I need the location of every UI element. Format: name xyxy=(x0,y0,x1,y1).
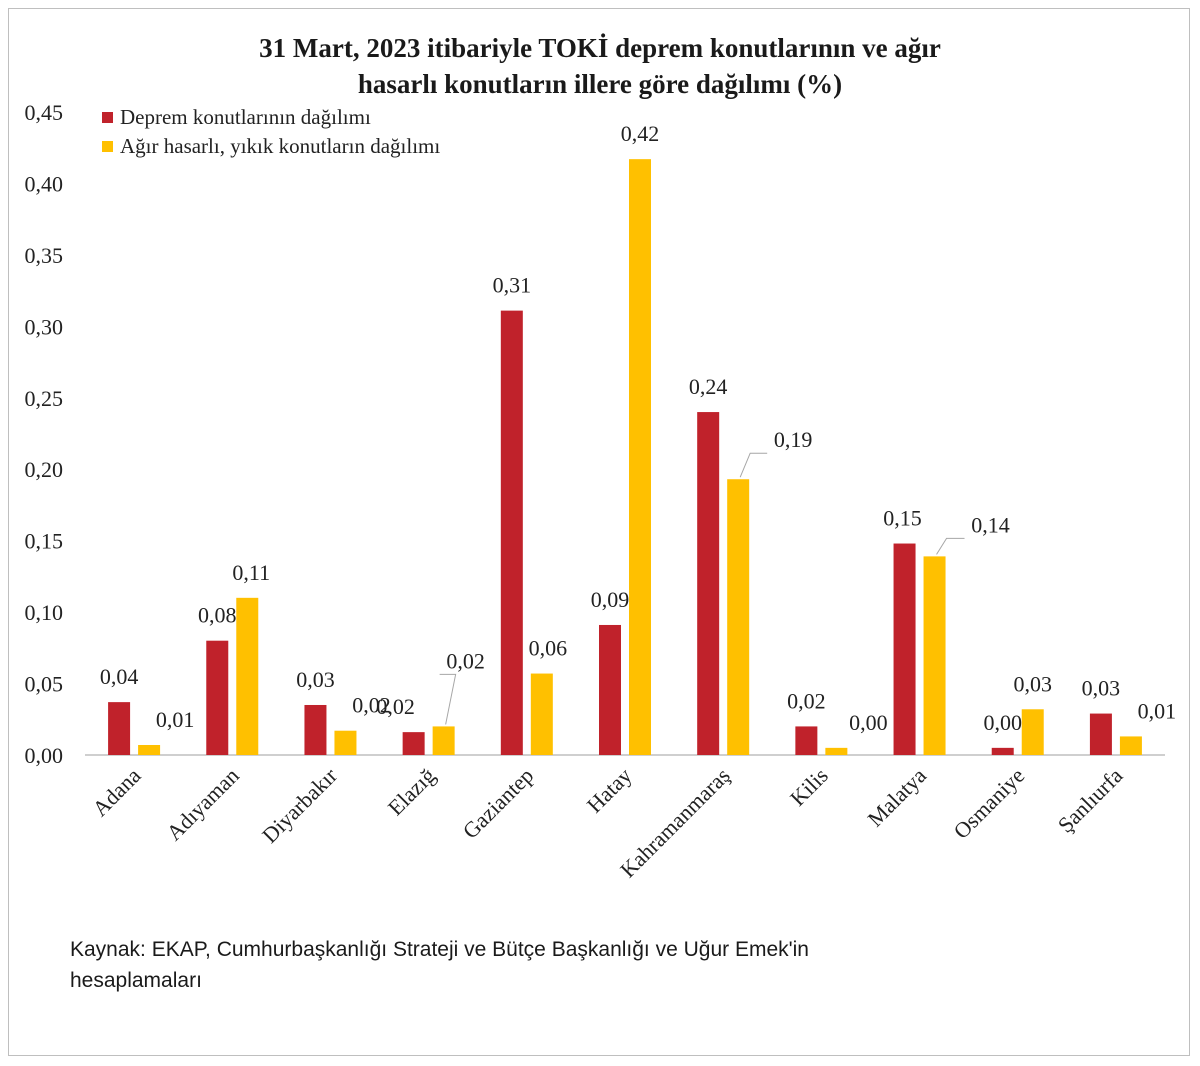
data-label: 0,03 xyxy=(1013,671,1052,696)
chart-frame xyxy=(8,8,1190,1056)
x-tick-label: Osmaniye xyxy=(949,763,1030,844)
data-label: 0,42 xyxy=(621,121,660,146)
x-tick-label: Adıyaman xyxy=(161,763,243,845)
bar-agir-hasarli xyxy=(236,597,259,755)
y-tick-label: 0,45 xyxy=(25,100,64,125)
bar-agir-hasarli xyxy=(138,744,161,755)
data-label: 0,31 xyxy=(493,273,532,298)
legend-label: Deprem konutlarının dağılımı xyxy=(120,105,371,129)
data-label: 0,02 xyxy=(376,694,415,719)
chart-title-line-1: 31 Mart, 2023 itibariyle TOKİ deprem kon… xyxy=(259,33,941,63)
y-tick-label: 0,20 xyxy=(25,457,64,482)
data-label: 0,09 xyxy=(591,587,630,612)
bar-deprem-konut xyxy=(697,412,720,755)
data-label: 0,01 xyxy=(156,707,195,732)
data-label: 0,03 xyxy=(1082,676,1121,701)
y-tick-label: 0,05 xyxy=(25,672,64,697)
data-label: 0,06 xyxy=(529,636,568,661)
data-label-leader-line xyxy=(439,673,457,725)
data-label: 0,11 xyxy=(232,560,270,585)
x-tick-label: Hatay xyxy=(582,763,637,818)
data-label: 0,00 xyxy=(983,710,1022,735)
bar-agir-hasarli xyxy=(923,556,946,755)
data-label: 0,01 xyxy=(1138,698,1177,723)
bar-deprem-konut xyxy=(795,726,818,755)
chart-title-line-2: hasarlı konutların illere göre dağılımı … xyxy=(357,69,843,99)
data-label: 0,08 xyxy=(198,603,237,628)
bar-agir-hasarli xyxy=(432,726,455,755)
bar-agir-hasarli xyxy=(530,673,553,755)
x-tick-label: Elazığ xyxy=(383,763,440,820)
y-tick-label: 0,25 xyxy=(25,386,64,411)
bar-agir-hasarli xyxy=(1119,736,1142,755)
x-tick-label: Kilis xyxy=(785,763,833,811)
bar-agir-hasarli xyxy=(1021,709,1044,755)
y-tick-label: 0,15 xyxy=(25,529,64,554)
source-note: Kaynak: EKAP, Cumhurbaşkanlığı Strateji … xyxy=(70,934,1070,996)
bar-deprem-konut xyxy=(206,640,229,755)
data-label: 0,02 xyxy=(446,648,485,673)
data-label: 0,24 xyxy=(689,374,728,399)
legend-label: Ağır hasarlı, yıkık konutların dağılımı xyxy=(120,134,440,158)
source-note-line-1: Kaynak: EKAP, Cumhurbaşkanlığı Strateji … xyxy=(70,938,809,961)
data-label: 0,03 xyxy=(296,667,335,692)
x-tick-label: Gaziantep xyxy=(458,763,539,844)
legend-swatch-deprem-konut xyxy=(102,112,113,123)
y-tick-label: 0,10 xyxy=(25,600,64,625)
data-label: 0,04 xyxy=(100,664,139,689)
y-tick-label: 0,00 xyxy=(25,743,64,768)
bar-agir-hasarli xyxy=(334,730,357,755)
legend-swatch-agir-hasarli xyxy=(102,141,113,152)
bar-deprem-konut xyxy=(108,702,131,755)
data-label: 0,14 xyxy=(971,512,1010,537)
y-tick-label: 0,35 xyxy=(25,243,64,268)
bar-deprem-konut xyxy=(991,747,1014,755)
data-label: 0,02 xyxy=(787,688,826,713)
source-note-line-2: hesaplamaları xyxy=(70,969,202,992)
chart-title: 31 Mart, 2023 itibariyle TOKİ deprem kon… xyxy=(100,30,1100,102)
data-label: 0,02 xyxy=(352,693,391,718)
y-tick-label: 0,40 xyxy=(25,171,64,196)
bar-deprem-konut xyxy=(304,704,327,755)
data-label: 0,15 xyxy=(883,506,922,531)
y-tick-label: 0,30 xyxy=(25,314,64,339)
x-tick-label: Diyarbakır xyxy=(257,762,343,848)
data-label-leader-line xyxy=(936,537,965,555)
bar-agir-hasarli xyxy=(727,479,750,755)
bar-deprem-konut xyxy=(1089,713,1112,755)
bar-agir-hasarli xyxy=(825,747,848,755)
x-tick-label: Malatya xyxy=(862,763,931,832)
bar-deprem-konut xyxy=(893,543,916,755)
x-tick-label: Şanlıurfa xyxy=(1053,763,1128,838)
bar-agir-hasarli xyxy=(629,159,651,756)
data-label: 0,19 xyxy=(774,427,813,452)
x-tick-label: Adana xyxy=(87,763,145,821)
bar-deprem-konut xyxy=(402,732,425,755)
bar-deprem-konut xyxy=(599,624,621,755)
data-label-leader-line xyxy=(739,452,768,478)
bar-deprem-konut xyxy=(500,310,523,755)
data-label: 0,00 xyxy=(849,710,888,735)
